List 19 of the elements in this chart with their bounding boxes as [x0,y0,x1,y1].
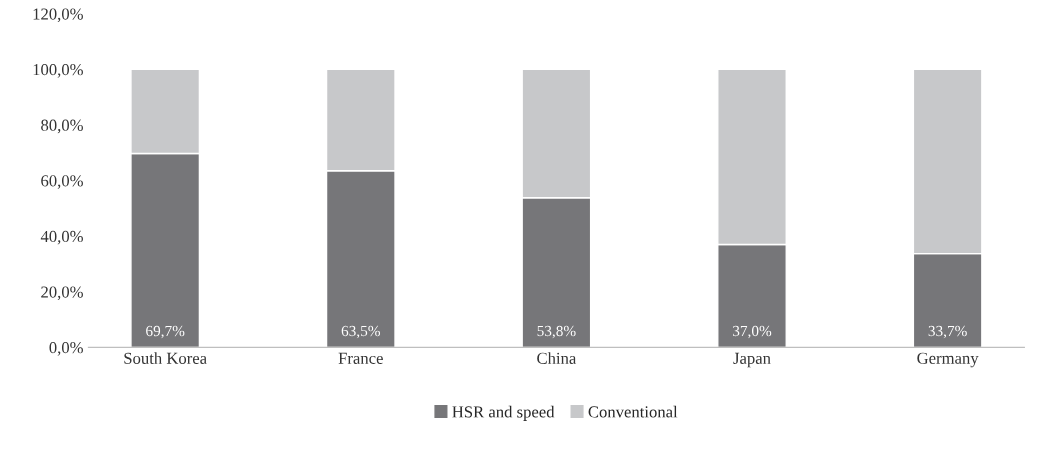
y-tick-label: 60,0% [41,175,83,189]
legend-label: Conventional [588,405,678,418]
legend-label: HSR and speed [452,405,555,421]
data-label: 33,7% [928,325,967,339]
y-tick-label: 80,0% [41,119,83,134]
y-tick-label: 40,0% [40,230,83,245]
x-tick-label: Japan [733,352,771,368]
y-tick-label: 120,0% [33,8,83,23]
data-label: 37,0% [733,325,772,339]
y-tick-label: 20,0% [41,286,83,301]
x-tick-label: France [338,352,383,364]
data-label: 69,7% [146,325,185,339]
data-label: 63,5% [341,325,380,339]
data-label: 53,8% [537,325,576,339]
x-tick-label: China [537,352,577,364]
y-tick-label: 0,0% [49,342,83,356]
x-tick-label: South Korea [124,352,207,364]
x-tick-label: Germany [917,352,979,368]
y-tick-label: 100,0% [33,64,83,78]
